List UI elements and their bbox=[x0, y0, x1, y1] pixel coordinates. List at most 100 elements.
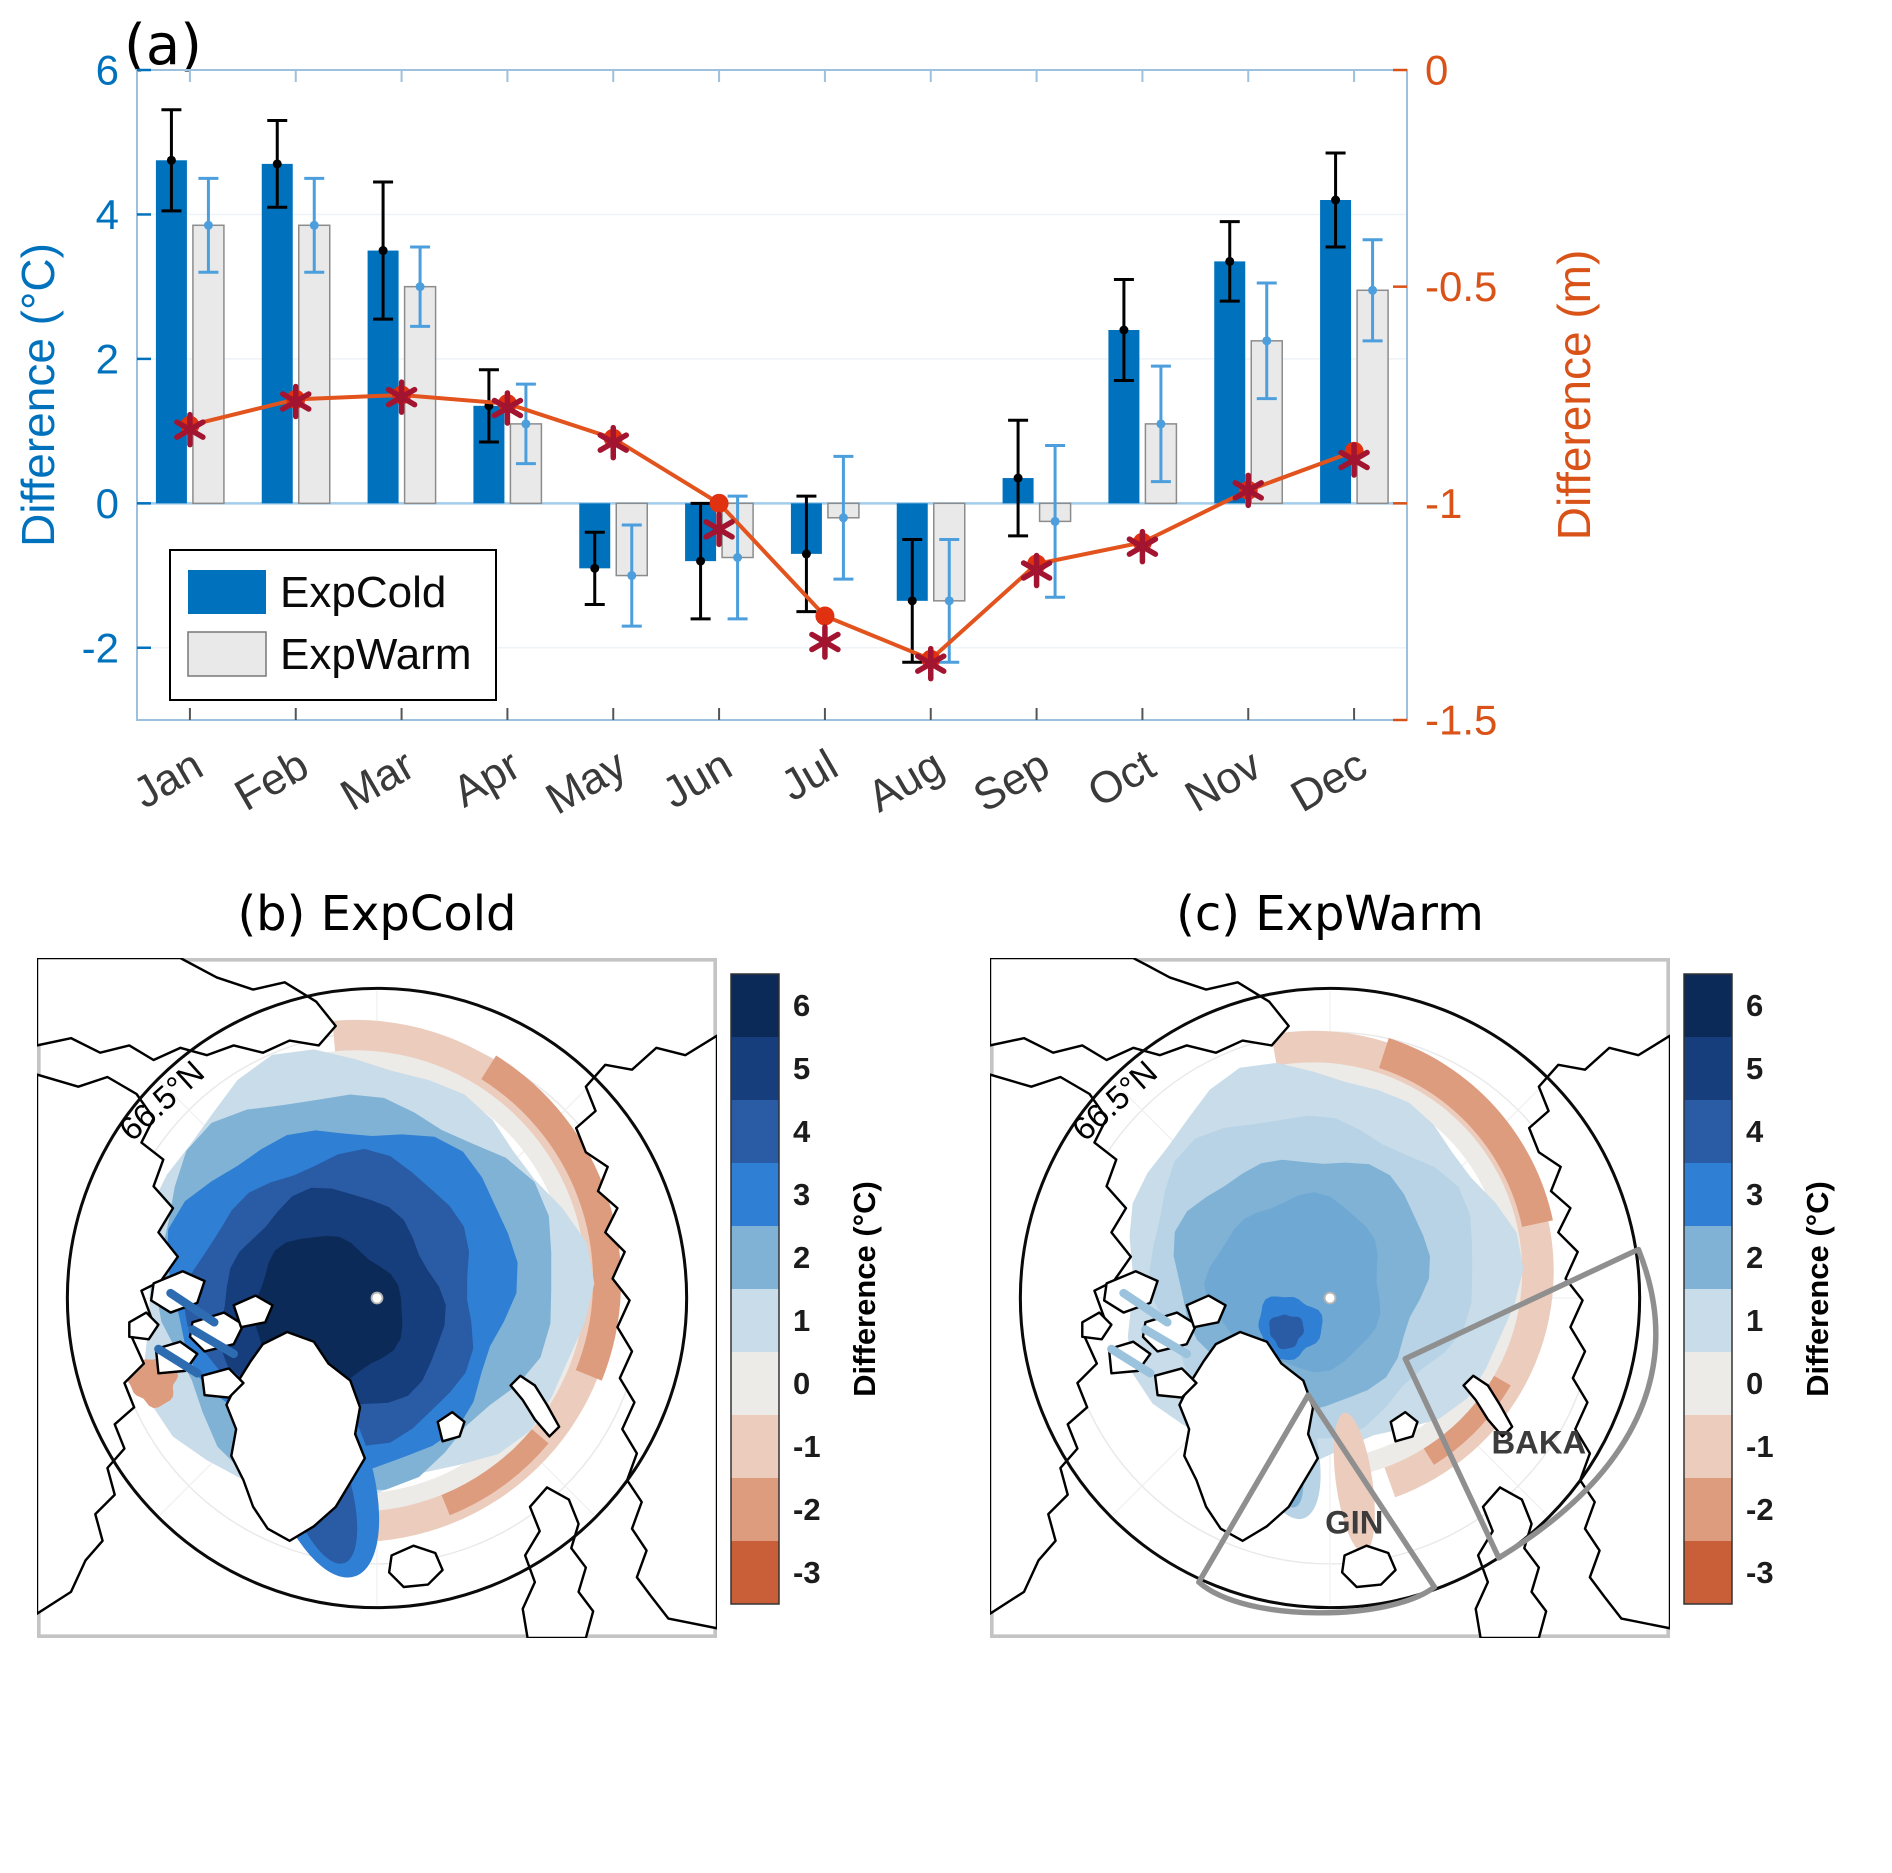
colorbar-tick-label: 1 bbox=[1746, 1303, 1763, 1338]
colorbar-segment bbox=[1684, 1226, 1732, 1289]
significance-asterisk bbox=[1126, 536, 1159, 557]
colorbar-tick-label: 4 bbox=[793, 1114, 811, 1149]
line-marker bbox=[709, 493, 729, 513]
x-tick-label: Jul bbox=[773, 740, 846, 811]
colorbar-tick-label: 6 bbox=[1746, 988, 1763, 1023]
landmass bbox=[1153, 1367, 1198, 1399]
thickness-difference-line bbox=[189, 392, 1355, 662]
colorbar-tick-label: -3 bbox=[1746, 1555, 1774, 1590]
region-baka-outline bbox=[1402, 1246, 1659, 1561]
bar-value-marker bbox=[838, 513, 848, 523]
significance-asterisk bbox=[703, 519, 735, 540]
landmass bbox=[1340, 1544, 1397, 1589]
bar-expcold bbox=[261, 163, 293, 504]
panel-c: (c) ExpWarm BAKA GIN 66.5°N 6 5 4 3 2 1 0 -1 -2 -3 D… bbox=[990, 886, 1848, 1638]
colorbar-tick-label: -2 bbox=[793, 1492, 821, 1527]
landmass bbox=[436, 1410, 466, 1443]
sea-channel bbox=[1119, 1288, 1172, 1327]
landmass bbox=[225, 1330, 367, 1543]
region-outlines: BAKA GIN bbox=[1196, 1246, 1659, 1616]
latitude-circle bbox=[65, 986, 689, 1610]
colorbar-segment bbox=[731, 1289, 779, 1352]
monthly-difference-bar-chart: (a) Difference (°C) Difference (m) 6 4 2 0 -… bbox=[12, 13, 1600, 824]
bar-value-marker bbox=[1368, 285, 1378, 295]
panel-a-label: (a) bbox=[124, 13, 202, 78]
colorbar-tick-label: 0 bbox=[793, 1366, 810, 1401]
panel-c-title: (c) ExpWarm bbox=[1176, 886, 1484, 942]
colorbar-title: Difference (°C) bbox=[1800, 1181, 1835, 1397]
bar-value-marker bbox=[203, 220, 213, 230]
legend-label-expwarm: ExpWarm bbox=[280, 630, 472, 679]
significance-asterisk bbox=[809, 631, 841, 653]
shade-ring bbox=[1271, 1030, 1554, 1498]
map-expcold: 66.5°N bbox=[37, 958, 717, 1638]
colorbar-expwarm: 6 5 4 3 2 1 0 -1 -2 -3 Difference (°C) bbox=[1683, 973, 1835, 1605]
colorbar-tick-label: 4 bbox=[1746, 1114, 1764, 1149]
bar-value-marker bbox=[272, 159, 282, 169]
x-tick-label: May bbox=[538, 740, 634, 815]
coastlines bbox=[37, 958, 717, 1638]
colorbar-segment bbox=[731, 1226, 779, 1289]
landmass bbox=[1474, 1486, 1548, 1638]
pole-marker bbox=[370, 1291, 384, 1305]
legend-label-expcold: ExpCold bbox=[280, 568, 446, 617]
bar-value-marker bbox=[590, 563, 600, 573]
x-tick-label: Jan bbox=[125, 740, 211, 815]
bar-value-marker bbox=[1156, 419, 1166, 429]
colorbar-tick-label: 3 bbox=[1746, 1177, 1763, 1212]
left-axis-title: Difference (°C) bbox=[12, 243, 64, 547]
bar-value-marker bbox=[696, 556, 706, 566]
latitude-circle bbox=[1018, 986, 1642, 1610]
right-tick-label: -0.5 bbox=[1425, 263, 1497, 310]
colorbar-tick-label: 5 bbox=[793, 1051, 810, 1086]
bar-value-marker bbox=[521, 419, 531, 429]
colorbar-segment bbox=[731, 1100, 779, 1163]
panel-b: (b) ExpCold 66.5°N 6 5 4 3 2 1 0 -1 -2 -3 Differen… bbox=[37, 886, 895, 1638]
landmass bbox=[1141, 1311, 1198, 1353]
significance-asterisk bbox=[1338, 449, 1370, 471]
x-tick-label: Feb bbox=[227, 740, 317, 815]
significance-asterisk bbox=[491, 397, 524, 419]
left-tick-label: 4 bbox=[96, 191, 119, 238]
bar-value-marker bbox=[1262, 336, 1272, 346]
shade-ring bbox=[1379, 1038, 1553, 1227]
region-label-gin: GIN bbox=[1325, 1504, 1383, 1541]
region-gin-outline bbox=[1196, 1392, 1438, 1616]
colorbar-tick-label: -1 bbox=[1746, 1429, 1774, 1464]
x-tick-label: Jun bbox=[654, 740, 740, 815]
bar-value-marker bbox=[1225, 256, 1235, 266]
significance-asterisk bbox=[1232, 480, 1264, 501]
landmass bbox=[37, 958, 337, 1062]
colorbar-border bbox=[1683, 973, 1733, 1605]
colorbar-segment bbox=[1684, 974, 1732, 1037]
colorbar-segment bbox=[731, 1478, 779, 1541]
x-tick-label: Dec bbox=[1283, 740, 1375, 815]
colorbar-segment bbox=[1684, 1037, 1732, 1100]
panel-c-body: BAKA GIN 66.5°N 6 5 4 3 2 1 0 -1 -2 -3 Difference (°… bbox=[990, 958, 1848, 1638]
significance-asterisk bbox=[280, 391, 312, 412]
bar-value-marker bbox=[1331, 195, 1341, 205]
landmass bbox=[990, 958, 1290, 1062]
landmass bbox=[1462, 1374, 1514, 1438]
shade-ring bbox=[440, 1427, 549, 1516]
maps-row: (b) ExpCold 66.5°N 6 5 4 3 2 1 0 -1 -2 -3 Differen… bbox=[37, 886, 1892, 1638]
colorbar-segment bbox=[1684, 1100, 1732, 1163]
shade-blob bbox=[1204, 1192, 1381, 1373]
colorbar-segment bbox=[731, 1352, 779, 1415]
panel-b-title: (b) ExpCold bbox=[237, 886, 517, 942]
landmass bbox=[1081, 1311, 1113, 1341]
bar-value-marker bbox=[378, 246, 388, 256]
x-tick-label: Oct bbox=[1080, 740, 1164, 815]
x-tick-label: Apr bbox=[445, 740, 529, 815]
colorbar-border bbox=[730, 973, 780, 1605]
colorbar-segment bbox=[731, 1415, 779, 1478]
colorbar-tick-label: -1 bbox=[793, 1429, 821, 1464]
colorbar-segment bbox=[1684, 1352, 1732, 1415]
sea-channel bbox=[188, 1325, 238, 1359]
sea-channel bbox=[166, 1288, 219, 1327]
pole-marker bbox=[1323, 1291, 1337, 1305]
colorbar-segment bbox=[731, 1037, 779, 1100]
landmass bbox=[1178, 1330, 1320, 1543]
landmass bbox=[521, 1486, 595, 1638]
landmass bbox=[232, 1294, 274, 1329]
